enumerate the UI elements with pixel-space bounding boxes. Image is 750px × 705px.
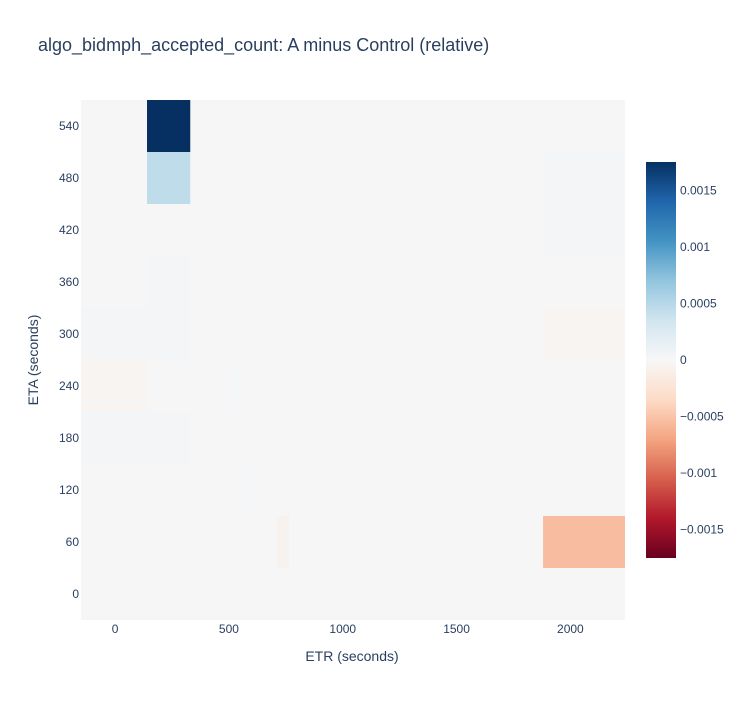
heatmap-cell [147, 152, 191, 204]
heatmap-cell [276, 516, 290, 568]
y-tick-label: 480 [59, 171, 79, 185]
y-tick-label: 300 [59, 327, 79, 341]
y-tick-label: 360 [59, 275, 79, 289]
heatmap-cell [81, 308, 148, 360]
y-tick-label: 540 [59, 119, 79, 133]
colorbar-tick-label: 0.0015 [680, 183, 717, 197]
x-tick-label: 1000 [329, 622, 356, 636]
heatmap-cell [543, 516, 625, 568]
y-tick-label: 60 [66, 535, 80, 549]
y-tick-label: 420 [59, 223, 79, 237]
colorbar [646, 162, 676, 558]
heatmap-cell [231, 360, 243, 412]
x-tick-label: 0 [112, 622, 119, 636]
chart-title: algo_bidmph_accepted_count: A minus Cont… [38, 35, 489, 56]
heatmap-cell [81, 412, 148, 464]
y-tick-label: 240 [59, 379, 79, 393]
heatmap-cell [147, 412, 191, 464]
y-tick-label: 180 [59, 431, 79, 445]
x-tick-label: 500 [219, 622, 239, 636]
colorbar-ticks: 0.0015 0.001 0.0005 0 −0.0005 −0.001 −0.0015 [680, 183, 724, 536]
heatmap-cell [147, 100, 191, 152]
y-axis-label: ETA (seconds) [25, 315, 41, 406]
colorbar-tick-label: −0.0005 [680, 410, 724, 424]
y-tick-label: 120 [59, 483, 79, 497]
y-axis-ticks: 0 60 120 180 240 300 360 420 480 540 [59, 119, 79, 601]
colorbar-tick-label: −0.001 [680, 466, 717, 480]
heatmap-cell [242, 464, 254, 516]
colorbar-tick-label: 0.0005 [680, 296, 717, 310]
colorbar-tick-label: 0 [680, 353, 687, 367]
heatmap-cell [543, 308, 625, 360]
x-tick-label: 1500 [443, 622, 470, 636]
x-axis-label: ETR (seconds) [305, 648, 398, 664]
heatmap-cell [543, 204, 625, 256]
heatmap-cell [81, 360, 148, 412]
heatmap-cells [81, 100, 625, 568]
heatmap-cell [147, 308, 191, 360]
y-tick-label: 0 [72, 587, 79, 601]
heatmap-cell [543, 152, 625, 204]
colorbar-tick-label: 0.001 [680, 240, 710, 254]
heatmap-cell [147, 256, 191, 308]
x-axis-ticks: 0 500 1000 1500 2000 [112, 622, 584, 636]
colorbar-tick-label: −0.0015 [680, 523, 724, 537]
x-tick-label: 2000 [557, 622, 584, 636]
